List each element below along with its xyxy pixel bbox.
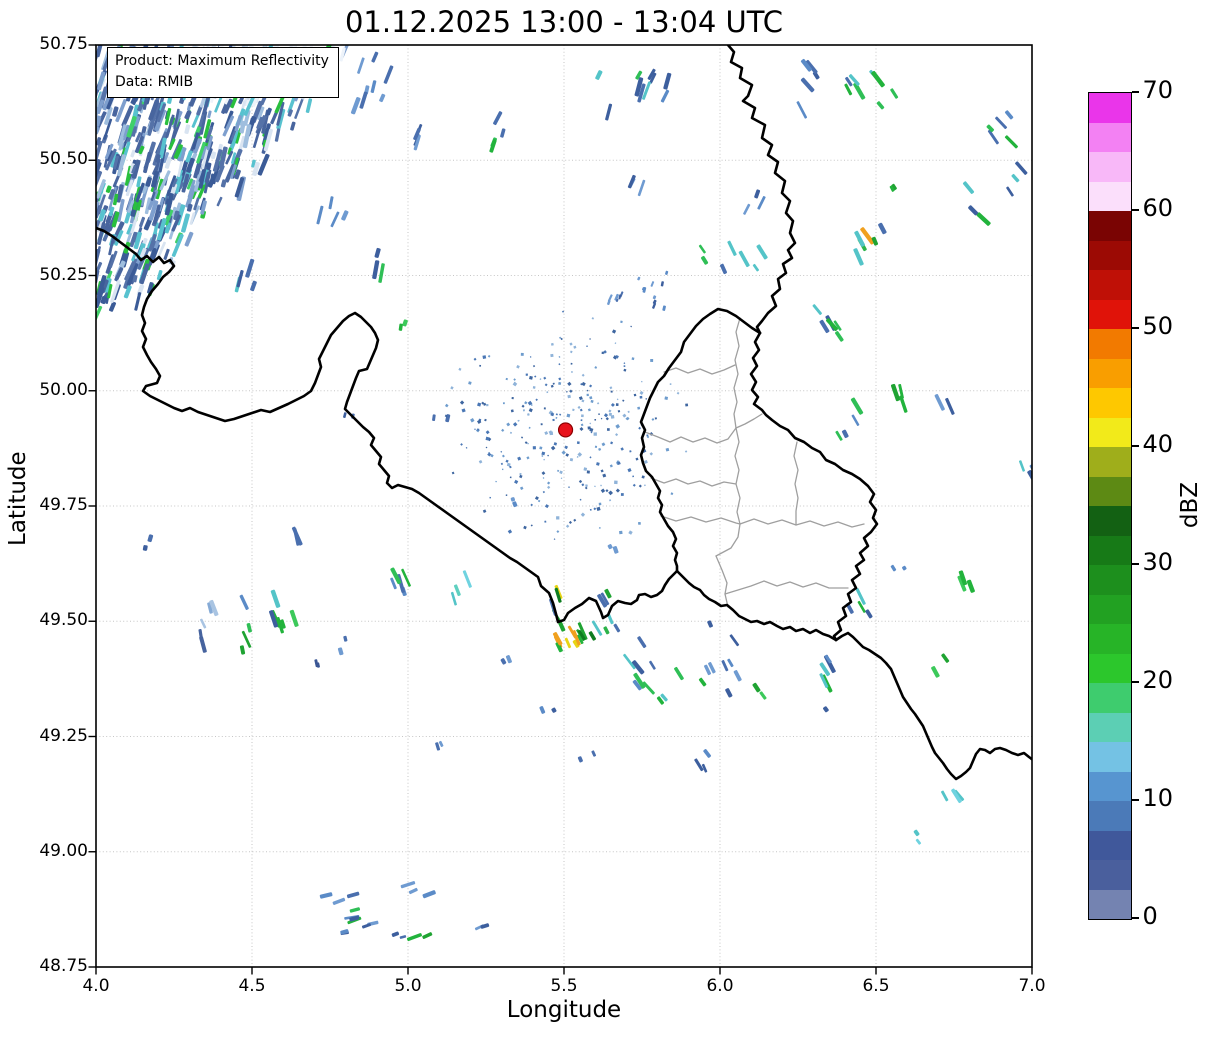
page-title: 01.12.2025 13:00 - 13:04 UTC [344, 5, 784, 39]
colorbar-segment [1089, 624, 1131, 654]
x-axis-label: Longitude [506, 997, 622, 1023]
colorbar-segment [1089, 594, 1131, 624]
tick-marks [88, 44, 1033, 975]
y-tick-label: 50.50 [39, 149, 88, 170]
radar-echo-layer [96, 45, 1032, 942]
colorbar-tick-mark [1131, 91, 1139, 93]
colorbar-tick-mark [1131, 445, 1139, 447]
colorbar-tick-label: 40 [1142, 430, 1174, 458]
colorbar-tick-mark [1131, 799, 1139, 801]
colorbar-tick-label: 70 [1142, 76, 1174, 104]
colorbar-segment [1089, 712, 1131, 742]
y-tick-label: 49.50 [39, 610, 88, 631]
colorbar-segment [1089, 447, 1131, 477]
y-tick-label: 50.00 [39, 379, 88, 400]
x-tick-label: 4.5 [238, 976, 266, 996]
colorbar-segment [1089, 889, 1131, 919]
colorbar-tick-mark [1131, 327, 1139, 329]
product-line: Product: Maximum Reflectivity [115, 53, 329, 69]
colorbar-segment [1089, 388, 1131, 418]
gridlines [96, 45, 1032, 967]
y-tick-label: 50.25 [39, 264, 88, 285]
colorbar-segment [1089, 358, 1131, 388]
colorbar-segment [1089, 152, 1131, 182]
colorbar-segment [1089, 506, 1131, 536]
colorbar-tick-label: 30 [1142, 548, 1174, 576]
colorbar-tick-mark [1131, 917, 1139, 919]
y-axis-label: Latitude [5, 451, 31, 546]
colorbar-segment [1089, 535, 1131, 565]
colorbar-tick-mark [1131, 563, 1139, 565]
y-tick-label: 49.75 [39, 495, 88, 515]
colorbar-segment [1089, 122, 1131, 152]
colorbar-unit-label: dBZ [1177, 481, 1203, 529]
colorbar-segment [1089, 830, 1131, 860]
data-source-line: Data: RMIB [115, 74, 194, 90]
colorbar-tick-label: 60 [1142, 194, 1174, 222]
colorbar-tick-mark [1131, 209, 1139, 211]
colorbar-tick-label: 10 [1142, 784, 1174, 812]
product-info-box: Product: Maximum Reflectivity Data: RMIB [107, 47, 339, 98]
country-borders [96, 45, 1032, 781]
colorbar-segment [1089, 565, 1131, 595]
colorbar-segment [1089, 476, 1131, 506]
y-tick-label: 49.00 [39, 840, 88, 861]
y-tick-label: 48.75 [39, 956, 88, 976]
x-tick-label: 5.5 [550, 976, 578, 996]
colorbar-segment [1089, 683, 1131, 713]
colorbar-tick-label: 20 [1142, 666, 1174, 694]
colorbar-segment [1089, 801, 1131, 831]
colorbar-segment [1089, 771, 1131, 801]
colorbar-tick-mark [1131, 681, 1139, 683]
x-tick-label: 5.0 [394, 976, 422, 996]
radar-site-marker [557, 422, 574, 438]
colorbar-segment [1089, 417, 1131, 447]
colorbar-segment [1089, 653, 1131, 683]
y-tick-label: 49.25 [39, 725, 88, 746]
colorbar-segment [1089, 270, 1131, 300]
x-tick-label: 6.0 [706, 976, 734, 996]
colorbar-segment [1089, 181, 1131, 211]
colorbar-segment [1089, 329, 1131, 359]
plot-area [96, 45, 1032, 967]
colorbar-segment [1089, 93, 1131, 123]
x-tick-label: 6.5 [862, 976, 890, 996]
colorbar-segment [1089, 211, 1131, 241]
canton-borders [644, 317, 865, 608]
colorbar-segment [1089, 742, 1131, 772]
colorbar [1088, 92, 1132, 920]
x-tick-label: 7.0 [1018, 976, 1046, 996]
colorbar-segment [1089, 860, 1131, 890]
colorbar-segment [1089, 299, 1131, 329]
y-tick-label: 50.75 [39, 34, 88, 54]
colorbar-segment [1089, 240, 1131, 270]
colorbar-tick-label: 0 [1142, 902, 1158, 930]
x-tick-label: 4.0 [82, 976, 110, 996]
colorbar-tick-label: 50 [1142, 312, 1174, 340]
